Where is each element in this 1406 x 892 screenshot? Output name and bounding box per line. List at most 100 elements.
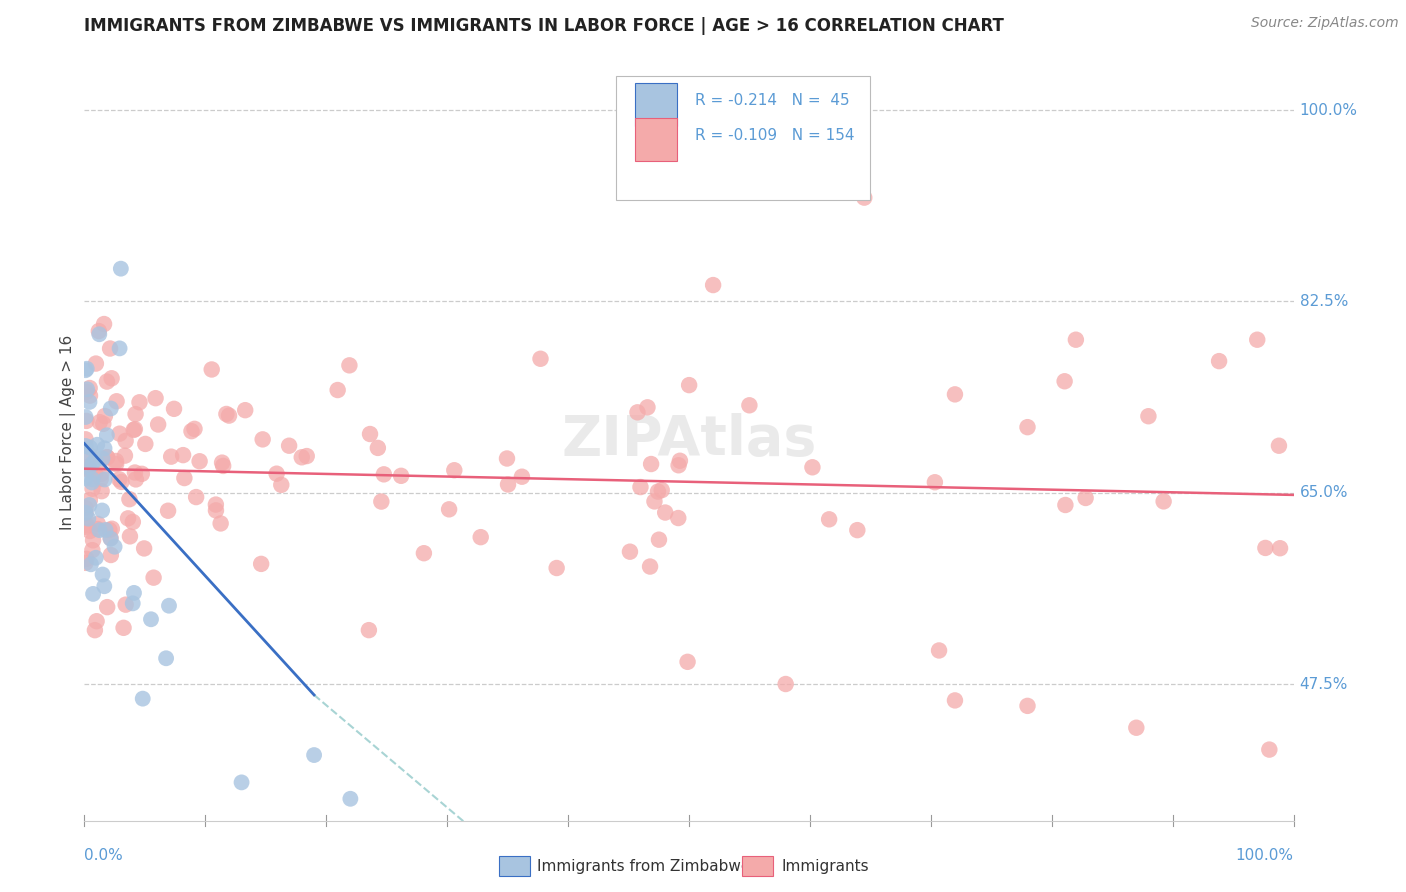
Point — [90, 467, 112, 481]
Point — [637, 401, 659, 415]
Point — [702, 278, 724, 293]
Point — [122, 586, 145, 600]
Point — [183, 422, 205, 436]
Point — [108, 472, 131, 486]
Point — [91, 503, 114, 517]
Point — [367, 441, 389, 455]
Text: R = -0.109   N = 154: R = -0.109 N = 154 — [695, 128, 855, 143]
Point — [180, 424, 202, 438]
Point — [105, 454, 128, 468]
Point — [114, 434, 136, 448]
Point — [75, 432, 97, 446]
Point — [630, 480, 652, 494]
Point — [775, 677, 797, 691]
Point — [75, 552, 97, 566]
Point — [252, 433, 274, 447]
Point — [201, 362, 224, 376]
Point — [1246, 333, 1268, 347]
Point — [83, 623, 105, 637]
Point — [77, 463, 100, 477]
Point — [233, 403, 256, 417]
Point — [188, 454, 211, 468]
Point — [643, 494, 665, 508]
Point — [114, 598, 136, 612]
Point — [209, 516, 232, 531]
Point — [101, 522, 124, 536]
Point — [76, 518, 98, 533]
Point — [100, 548, 122, 562]
Point — [118, 492, 141, 507]
Point — [79, 449, 101, 463]
Point — [79, 498, 101, 512]
Point — [86, 522, 108, 536]
Point — [84, 550, 107, 565]
Point — [205, 498, 228, 512]
Point — [124, 422, 146, 436]
Point — [112, 621, 135, 635]
Point — [357, 623, 380, 637]
Point — [1268, 541, 1291, 556]
Point — [678, 378, 700, 392]
Point — [546, 561, 568, 575]
Point — [139, 612, 162, 626]
Point — [437, 502, 460, 516]
Point — [121, 596, 143, 610]
Point — [270, 478, 292, 492]
Point — [84, 357, 107, 371]
Point — [654, 506, 676, 520]
Point — [145, 391, 167, 405]
Point — [104, 540, 127, 554]
Point — [128, 395, 150, 409]
Point — [1208, 354, 1230, 368]
Point — [75, 363, 97, 377]
Point — [638, 559, 661, 574]
Point — [302, 747, 325, 762]
Point — [443, 463, 465, 477]
Point — [93, 473, 115, 487]
Point — [86, 438, 108, 452]
Point — [134, 437, 156, 451]
Point — [84, 467, 107, 481]
Point — [131, 467, 153, 481]
Point — [668, 458, 690, 473]
Point — [82, 533, 104, 548]
Point — [738, 398, 761, 412]
Point — [125, 472, 148, 486]
Point — [77, 459, 100, 474]
Point — [205, 503, 228, 517]
Point — [132, 691, 155, 706]
Point — [75, 501, 97, 516]
Point — [98, 342, 121, 356]
Text: 0.0%: 0.0% — [84, 848, 124, 863]
Text: Immigrants from Zimbabwe: Immigrants from Zimbabwe — [537, 859, 751, 873]
Point — [96, 375, 118, 389]
Point — [373, 467, 395, 482]
Point — [1074, 491, 1097, 505]
Point — [669, 454, 692, 468]
FancyBboxPatch shape — [616, 76, 870, 200]
Point — [648, 533, 671, 547]
Point — [108, 426, 131, 441]
Point — [75, 414, 97, 428]
Point — [157, 599, 180, 613]
Point — [266, 467, 288, 481]
Point — [87, 324, 110, 338]
Point — [75, 507, 97, 521]
Point — [496, 451, 519, 466]
Point — [142, 571, 165, 585]
Point — [160, 450, 183, 464]
Point — [82, 543, 104, 558]
Text: R = -0.214   N =  45: R = -0.214 N = 45 — [695, 93, 849, 108]
Point — [79, 493, 101, 508]
Point — [89, 523, 111, 537]
Text: Source: ZipAtlas.com: Source: ZipAtlas.com — [1251, 16, 1399, 30]
Point — [94, 523, 117, 537]
Point — [100, 531, 122, 545]
Point — [1125, 721, 1147, 735]
Point — [100, 401, 122, 416]
Point — [1054, 498, 1077, 512]
Point — [79, 462, 101, 476]
Point — [82, 587, 104, 601]
Point — [928, 643, 950, 657]
Y-axis label: In Labor Force | Age > 16: In Labor Force | Age > 16 — [60, 335, 76, 530]
